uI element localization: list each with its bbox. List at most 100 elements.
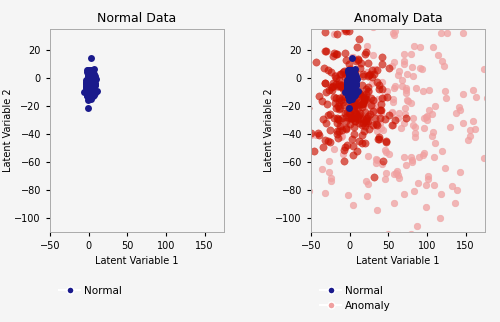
Anomaly bbox=[388, 111, 396, 116]
Point bbox=[322, 49, 330, 54]
Point bbox=[336, 71, 344, 76]
Point bbox=[342, 29, 350, 34]
Point bbox=[330, 80, 338, 86]
Anomaly bbox=[420, 250, 428, 255]
Point bbox=[326, 128, 334, 133]
Anomaly bbox=[337, 123, 345, 128]
Normal bbox=[87, 91, 95, 96]
Anomaly bbox=[436, 215, 444, 220]
Normal bbox=[88, 84, 96, 90]
Normal bbox=[87, 82, 95, 88]
Normal bbox=[84, 85, 92, 90]
Normal bbox=[348, 89, 356, 94]
Anomaly bbox=[408, 64, 416, 70]
Point bbox=[391, 118, 399, 123]
Normal bbox=[350, 93, 358, 98]
Anomaly bbox=[412, 85, 420, 90]
Normal bbox=[346, 88, 354, 93]
Point bbox=[315, 93, 323, 98]
Point bbox=[350, 125, 358, 130]
Normal bbox=[346, 87, 354, 92]
Normal bbox=[86, 74, 94, 79]
X-axis label: Latent Variable 1: Latent Variable 1 bbox=[356, 256, 440, 266]
Normal bbox=[88, 81, 96, 86]
Normal bbox=[90, 66, 98, 71]
Anomaly bbox=[338, 133, 345, 138]
Point bbox=[352, 59, 360, 64]
Normal bbox=[85, 77, 93, 82]
Point bbox=[346, 106, 354, 111]
Normal bbox=[347, 74, 355, 80]
Normal bbox=[345, 74, 353, 80]
Anomaly bbox=[362, 178, 370, 183]
Anomaly bbox=[330, 32, 338, 37]
Normal bbox=[84, 78, 92, 83]
Anomaly bbox=[368, 80, 376, 85]
Point bbox=[366, 111, 374, 116]
Anomaly bbox=[442, 166, 450, 171]
Point bbox=[334, 116, 342, 121]
Point bbox=[342, 126, 350, 131]
Anomaly bbox=[472, 95, 480, 100]
Anomaly bbox=[407, 100, 415, 105]
Anomaly bbox=[363, 102, 371, 108]
Point bbox=[362, 96, 370, 101]
X-axis label: Latent Variable 1: Latent Variable 1 bbox=[95, 256, 179, 266]
Anomaly bbox=[468, 87, 476, 92]
Point bbox=[312, 60, 320, 65]
Point bbox=[353, 90, 361, 95]
Point bbox=[314, 131, 322, 136]
Point bbox=[352, 95, 360, 100]
Anomaly bbox=[376, 120, 384, 126]
Point bbox=[334, 118, 342, 123]
Normal bbox=[346, 88, 354, 93]
Normal bbox=[89, 80, 97, 85]
Normal bbox=[346, 74, 354, 80]
Normal bbox=[348, 83, 356, 88]
Normal bbox=[85, 78, 93, 83]
Point bbox=[341, 50, 349, 55]
Point bbox=[338, 93, 346, 99]
Point bbox=[360, 100, 368, 105]
Point bbox=[356, 61, 364, 66]
Normal bbox=[88, 81, 96, 86]
Normal bbox=[86, 87, 94, 92]
Normal bbox=[344, 68, 352, 73]
Point bbox=[333, 120, 341, 125]
Normal bbox=[348, 72, 356, 77]
Point bbox=[326, 87, 334, 92]
Normal bbox=[344, 87, 352, 92]
Point bbox=[351, 110, 359, 116]
Point bbox=[376, 108, 384, 113]
Anomaly bbox=[398, 77, 406, 82]
Point bbox=[345, 115, 353, 120]
Normal bbox=[86, 76, 94, 81]
Anomaly bbox=[390, 201, 398, 206]
Point bbox=[340, 68, 347, 73]
Point bbox=[330, 95, 338, 100]
Anomaly bbox=[379, 128, 387, 133]
Point bbox=[320, 65, 328, 70]
Point bbox=[388, 122, 396, 127]
Normal bbox=[85, 89, 93, 94]
Anomaly bbox=[424, 176, 432, 181]
Normal bbox=[346, 87, 354, 92]
Anomaly bbox=[370, 24, 378, 30]
Normal bbox=[348, 76, 356, 81]
Anomaly bbox=[440, 64, 448, 69]
Point bbox=[346, 29, 354, 34]
Normal bbox=[348, 79, 356, 84]
Normal bbox=[348, 88, 356, 93]
Normal bbox=[90, 81, 98, 86]
Normal bbox=[350, 78, 358, 83]
Normal bbox=[88, 75, 96, 80]
Normal bbox=[87, 90, 95, 95]
Normal bbox=[347, 79, 355, 84]
Point bbox=[353, 148, 361, 153]
Normal bbox=[86, 86, 94, 91]
Normal bbox=[86, 78, 94, 83]
Normal bbox=[352, 73, 360, 79]
Normal bbox=[86, 88, 94, 93]
Normal bbox=[348, 86, 356, 91]
Normal bbox=[86, 91, 94, 97]
